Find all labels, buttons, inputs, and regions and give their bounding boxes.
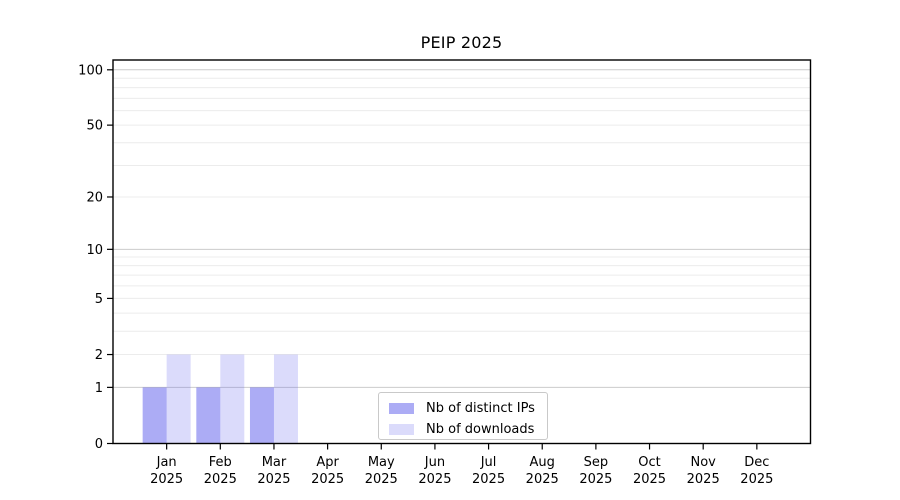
bar-distinct-ips-jan xyxy=(142,387,167,444)
x-tick-label-month: Sep xyxy=(584,455,609,470)
x-tick-label-month: Mar xyxy=(262,455,287,470)
x-tick-label-year: 2025 xyxy=(633,472,666,487)
legend-label-downloads: Nb of downloads xyxy=(426,422,535,437)
x-tick-label-year: 2025 xyxy=(526,472,559,487)
x-tick-label-year: 2025 xyxy=(472,472,505,487)
x-tick-label-year: 2025 xyxy=(257,472,290,487)
x-tick-label-month: Jan xyxy=(156,455,177,470)
x-tick-label-year: 2025 xyxy=(365,472,398,487)
x-tick-label-year: 2025 xyxy=(687,472,720,487)
x-tick-label-year: 2025 xyxy=(204,472,237,487)
y-tick-label: 5 xyxy=(95,292,103,307)
x-tick-label-month: Nov xyxy=(691,455,717,470)
legend-entry-downloads: Nb of downloads xyxy=(389,419,541,440)
bar-downloads-jan xyxy=(166,354,191,444)
bar-distinct-ips-feb xyxy=(196,387,221,444)
x-tick-label-year: 2025 xyxy=(311,472,344,487)
axes-frame xyxy=(112,59,812,445)
x-tick-label-month: Oct xyxy=(638,455,660,470)
x-tick-label-month: Jul xyxy=(480,455,497,470)
legend-entry-distinct-ips: Nb of distinct IPs xyxy=(389,398,541,419)
bar-downloads-feb xyxy=(220,354,245,444)
bar-downloads-mar xyxy=(273,354,298,444)
y-tick-label: 2 xyxy=(95,348,103,363)
x-tick-label-year: 2025 xyxy=(150,472,183,487)
x-tick-label-month: Dec xyxy=(744,455,769,470)
x-tick-label-month: Apr xyxy=(316,455,339,470)
x-tick-label-year: 2025 xyxy=(579,472,612,487)
x-tick-label-month: May xyxy=(368,455,395,470)
legend-label-distinct-ips: Nb of distinct IPs xyxy=(426,401,535,416)
legend-swatch-downloads-icon xyxy=(389,424,414,435)
bar-distinct-ips-mar xyxy=(249,387,274,444)
x-tick-label-month: Jun xyxy=(424,455,445,470)
y-tick-label: 10 xyxy=(86,243,103,258)
y-tick-label: 50 xyxy=(86,119,103,134)
x-tick-label-month: Feb xyxy=(209,455,232,470)
x-tick-label-year: 2025 xyxy=(418,472,451,487)
chart-title: PEIP 2025 xyxy=(420,33,503,52)
y-tick-label: 20 xyxy=(86,190,103,205)
x-tick-label-year: 2025 xyxy=(740,472,773,487)
legend-swatch-distinct-ips-icon xyxy=(389,403,414,414)
legend: Nb of distinct IPs Nb of downloads xyxy=(378,392,548,440)
y-tick-label: 0 xyxy=(95,437,103,452)
x-tick-label-month: Aug xyxy=(530,455,555,470)
y-tick-label: 100 xyxy=(78,63,103,78)
y-tick-label: 1 xyxy=(95,381,103,396)
